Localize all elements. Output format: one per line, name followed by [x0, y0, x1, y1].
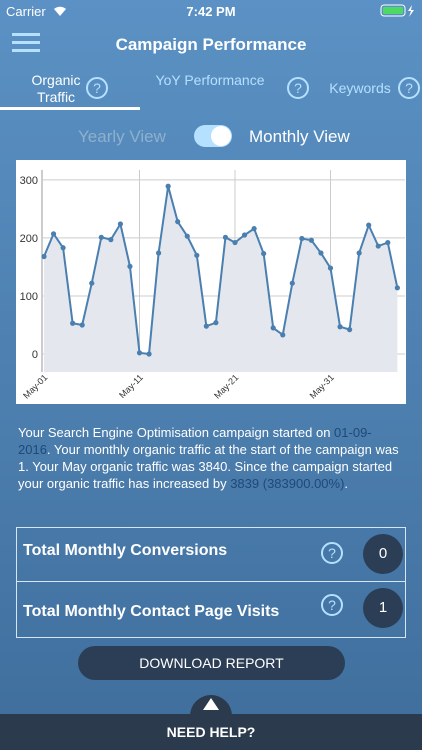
data-point	[79, 322, 85, 328]
data-point	[241, 232, 248, 238]
data-point	[203, 323, 209, 329]
data-point	[89, 280, 95, 286]
x-tick-label: May-21	[212, 372, 240, 400]
data-point	[347, 327, 353, 333]
help-bar-tab[interactable]	[190, 688, 232, 716]
data-point	[299, 235, 305, 242]
data-point	[251, 226, 257, 232]
y-tick-label: 0	[32, 349, 38, 361]
clock: 7:42 PM	[186, 4, 236, 19]
data-point	[108, 237, 114, 243]
chart: 0 100 200 300 May-01 May-11 May-21 May-31	[16, 160, 406, 404]
data-point	[127, 263, 133, 269]
toggle-switch[interactable]	[194, 125, 232, 147]
data-point	[156, 250, 162, 256]
download-button[interactable]: DOWNLOAD REPORT	[78, 646, 345, 680]
data-point	[394, 285, 400, 291]
data-point	[184, 233, 190, 239]
metric-row: Total Monthly Conversions ? 0	[16, 527, 406, 582]
x-tick-label: May-31	[308, 372, 336, 400]
data-point	[117, 221, 123, 227]
y-tick-label: 100	[20, 291, 38, 303]
series-area	[44, 186, 398, 372]
data-point	[318, 250, 324, 256]
data-point	[41, 253, 47, 260]
data-point	[70, 320, 76, 326]
data-point	[60, 245, 66, 251]
battery-icon	[380, 4, 414, 17]
data-point	[337, 324, 343, 330]
help-icon[interactable]: ?	[287, 77, 309, 99]
data-point	[270, 325, 276, 331]
tab-yoy[interactable]: YoY Performance	[155, 72, 265, 88]
data-point	[366, 222, 372, 228]
wifi-icon	[54, 6, 66, 16]
metric-label: Total Monthly Conversions	[23, 542, 228, 559]
data-point	[146, 351, 152, 357]
data-point	[165, 183, 171, 189]
data-point	[308, 237, 314, 243]
metric-value: 0	[363, 534, 403, 574]
data-point	[50, 231, 57, 237]
help-icon[interactable]: ?	[86, 77, 108, 99]
menu-button[interactable]	[12, 32, 42, 54]
y-tick-label: 200	[20, 233, 38, 245]
data-point	[98, 234, 104, 240]
data-point	[289, 280, 295, 286]
help-bar[interactable]: NEED HELP?	[0, 714, 422, 750]
header-title: Campaign Performance	[115, 35, 307, 54]
x-tick-label: May-01	[21, 372, 49, 400]
data-point	[261, 250, 267, 257]
help-icon[interactable]: ?	[321, 594, 343, 616]
data-point	[136, 350, 143, 356]
metric-row: Total Monthly Contact Page Visits ? 1	[16, 581, 406, 638]
toggle-on-label: Monthly View	[249, 127, 350, 146]
toggle-off-label: Yearly View	[78, 127, 166, 146]
tab-underline	[0, 107, 140, 110]
data-point	[356, 250, 362, 256]
summary-percent: (383900.00%)	[262, 476, 345, 491]
data-point	[175, 219, 181, 225]
data-point	[194, 252, 200, 258]
tab-organic[interactable]: Organic Traffic	[31, 72, 81, 105]
help-icon[interactable]: ?	[398, 77, 420, 99]
summary: Your Search Engine Optimisation campaign…	[18, 424, 404, 492]
summary-date: 01-09-2016	[18, 425, 372, 457]
tab-keywords[interactable]: Keywords	[329, 80, 391, 96]
summary-text: . Your monthly organic traffic at the st…	[18, 442, 399, 491]
y-tick-label: 300	[20, 175, 38, 187]
summary-text: Your Search Engine Optimisation campaign…	[18, 425, 335, 440]
metric-value: 1	[363, 588, 403, 628]
carrier: Carrier	[6, 4, 46, 19]
help-icon[interactable]: ?	[321, 542, 343, 564]
data-point	[222, 234, 229, 240]
summary-increase: 3839	[230, 476, 260, 491]
metric-label: Total Monthly Contact Page Visits	[23, 603, 280, 620]
data-point	[385, 239, 391, 246]
data-point	[327, 265, 334, 271]
data-point	[375, 243, 381, 249]
data-point	[232, 239, 238, 246]
data-point	[280, 332, 286, 338]
x-tick-label: May-11	[117, 372, 145, 400]
data-point	[213, 320, 219, 326]
summary-text: .	[344, 476, 349, 491]
